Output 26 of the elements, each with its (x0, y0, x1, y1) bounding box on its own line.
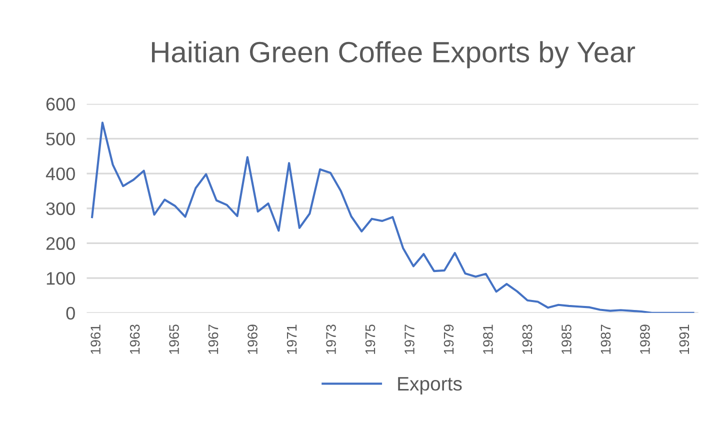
x-tick-label: 1987 (600, 324, 611, 354)
x-tick-label: 1979 (444, 324, 454, 354)
x-tick-label: 1983 (522, 324, 532, 354)
x-tick-label: 1989 (640, 324, 650, 354)
x-tick-label: 1971 (286, 324, 297, 354)
x-tick-label: 1977 (404, 324, 414, 354)
y-tick-label: 200 (46, 237, 75, 250)
y-tick-label: 600 (46, 98, 75, 111)
x-tick-label: 1975 (365, 324, 376, 354)
x-tick-label: 1991 (679, 324, 690, 354)
x-tick-label: 1965 (169, 324, 179, 354)
y-tick-label: 0 (66, 306, 75, 320)
x-tick-label: 1969 (248, 324, 258, 354)
x-tick-label: 1967 (208, 324, 218, 354)
y-tick-label: 400 (46, 167, 75, 180)
y-tick-label: 500 (46, 132, 75, 146)
x-tick-label: 1961 (90, 324, 100, 354)
legend-label: Exports (398, 377, 462, 395)
x-tick-label: 1981 (483, 324, 493, 354)
x-tick-label: 1973 (326, 324, 336, 354)
y-tick-label: 100 (46, 272, 75, 285)
chart-title: Haitian Green Coffee Exports by Year (152, 41, 636, 68)
x-tick-label: 1985 (562, 324, 572, 354)
y-tick-label: 300 (46, 202, 75, 216)
x-tick-label: 1963 (130, 324, 140, 354)
line-series (91, 122, 694, 313)
